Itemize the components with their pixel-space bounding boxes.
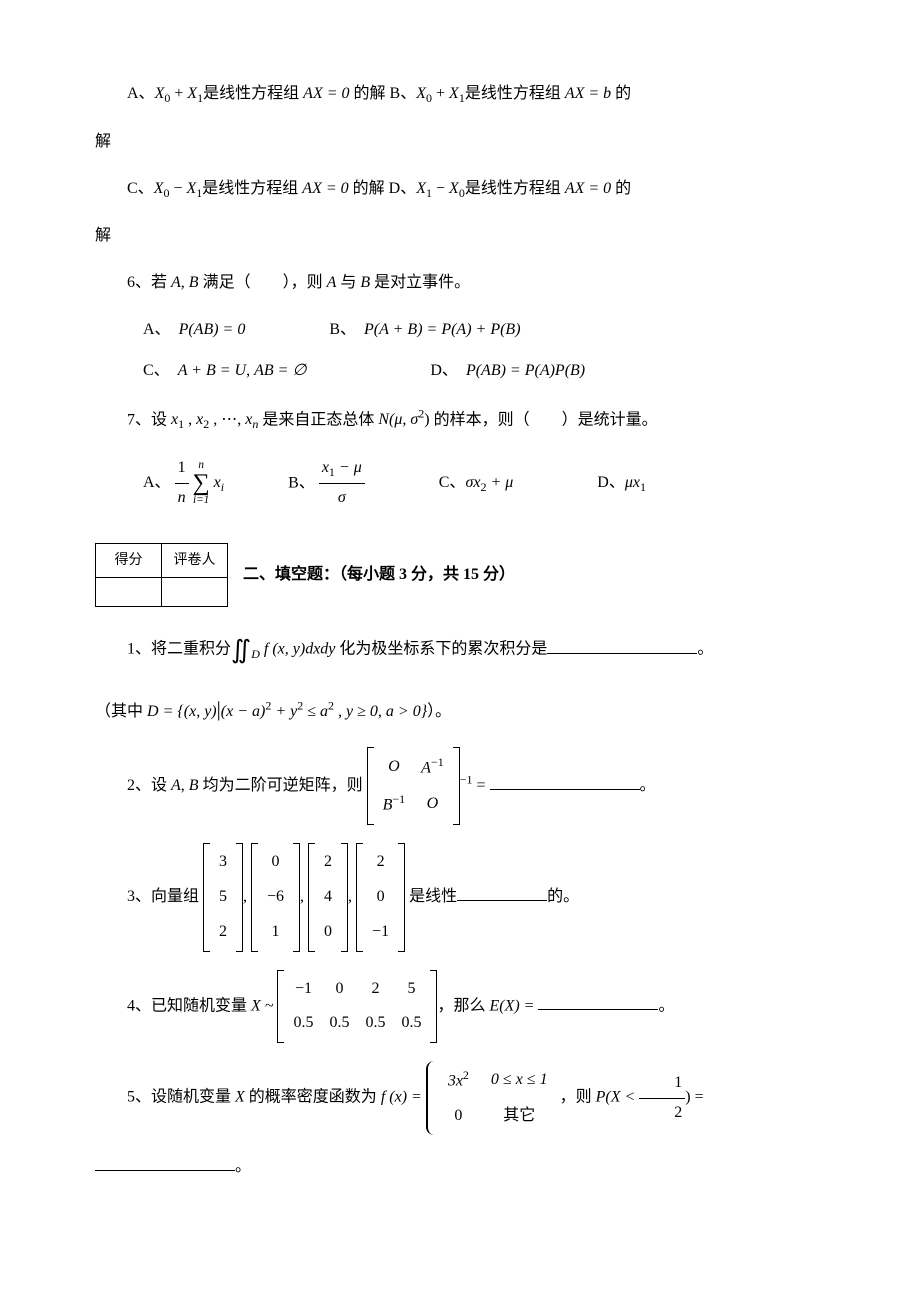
fill5-blank-row: 。 <box>95 1153 825 1182</box>
grader-label: 评卷人 <box>162 544 228 578</box>
blank-1 <box>547 637 697 654</box>
q5-line1: A、X0 + X1是线性方程组 AX = 0 的解 B、X0 + X1是线性方程… <box>95 80 825 110</box>
section2-title: 二、填空题：（每小题 3 分，共 15 分） <box>243 561 515 590</box>
fill1-note: （其中 D = {(x, y)|(x − a)2 + y2 ≤ a2 , y ≥… <box>95 691 825 728</box>
fill5: 5、设随机变量 X 的概率密度函数为 f (x) = 3x20 ≤ x ≤ 1 … <box>95 1061 825 1135</box>
blank-2 <box>490 773 640 790</box>
score-box: 得分评卷人 <box>95 543 228 607</box>
q5-line1-suffix: 解 <box>95 128 825 157</box>
score-label: 得分 <box>96 544 162 578</box>
blank-4 <box>538 993 658 1010</box>
q5-A-pre: A、 <box>127 85 155 102</box>
q6-options: A、 P(AB) = 0 B、 P(A + B) = P(A) + P(B) C… <box>143 316 825 386</box>
q5-line2-suffix: 解 <box>95 222 825 251</box>
matrix-ab: OA−1 B−1O <box>367 747 460 825</box>
fill3: 3、向量组 352, 0−61, 240, 20−1 是线性的。 <box>95 843 825 951</box>
q7-options: A、 1n n∑i=1 xi B、 x1 − μσ C、σx2 + μ D、μx… <box>143 454 825 514</box>
piecewise: 3x20 ≤ x ≤ 1 0其它 <box>426 1061 560 1135</box>
fill4: 4、已知随机变量 X ~ −1025 0.50.50.50.5 ，那么 E(X)… <box>95 970 825 1044</box>
blank-3 <box>457 884 547 901</box>
fill1: 1、将二重积分∬D f (x, y)dxdy 化为极坐标系下的累次积分是。 <box>95 627 825 673</box>
q7-stem: 7、设 x1 , x2 , ⋯, xn 是来自正态总体 N(μ, σ2) 的样本… <box>95 404 825 436</box>
q5-line2: C、X0 − X1是线性方程组 AX = 0 的解 D、X1 − X0是线性方程… <box>95 175 825 205</box>
fill2: 2、设 A, B 均为二阶可逆矩阵，则 OA−1 B−1O −1 = 。 <box>95 747 825 825</box>
q6-stem: 6、若 A, B 满足（ ），则 A 与 B 是对立事件。 <box>95 269 825 298</box>
section2-header: 得分评卷人 二、填空题：（每小题 3 分，共 15 分） <box>95 543 825 607</box>
blank-5 <box>95 1154 235 1171</box>
